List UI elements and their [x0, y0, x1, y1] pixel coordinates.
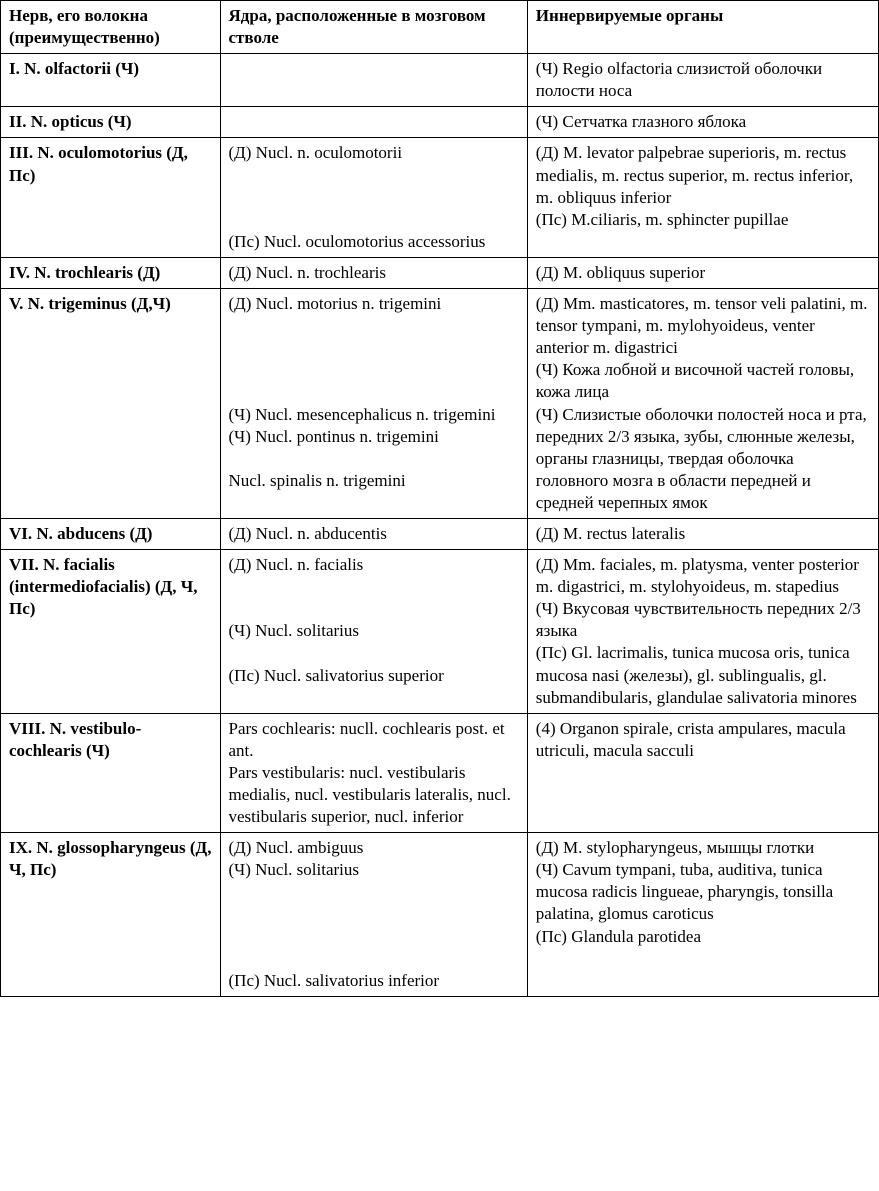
header-nerve: Нерв, его волокна (преимущественно): [1, 1, 221, 54]
cell-nuclei: (Д) Nucl. motorius n. trigemini(Ч) Nucl.…: [220, 289, 527, 519]
table-row: I. N. olfactorii (Ч) (Ч) Regio olfactoria…: [1, 54, 879, 107]
table-row: II. N. opticus (Ч) (Ч) Сетчатка глазного …: [1, 107, 879, 138]
cell-nuclei: (Д) Nucl. n. abducentis: [220, 518, 527, 549]
cell-nerve: VII. N. facialis (intermediofacialis) (Д…: [1, 550, 221, 714]
cell-nuclei: Pars cochlearis: nucll. cochlearis post.…: [220, 713, 527, 832]
cell-nerve: VIII. N. vestibulo-cochlearis (Ч): [1, 713, 221, 832]
cell-nerve: IX. N. glossopharyngeus (Д, Ч, Пс): [1, 833, 221, 997]
cell-nerve: VI. N. abducens (Д): [1, 518, 221, 549]
cell-nuclei: (Д) Nucl. n. trochlearis: [220, 257, 527, 288]
header-nuclei: Ядра, расположенные в мозговом стволе: [220, 1, 527, 54]
cell-organs: (4) Organon spirale, crista ampulares, m…: [527, 713, 878, 832]
cell-organs: (Д) M. levator palpebrae superioris, m. …: [527, 138, 878, 257]
cell-nuclei: [220, 54, 527, 107]
cell-organs: (Д) M. stylopharyngeus, мышцы глотки(Ч) …: [527, 833, 878, 997]
table-row: IX. N. glossopharyngeus (Д, Ч, Пс)(Д) Nu…: [1, 833, 879, 997]
table-row: V. N. trigeminus (Д,Ч)(Д) Nucl. motorius…: [1, 289, 879, 519]
cell-nerve: V. N. trigeminus (Д,Ч): [1, 289, 221, 519]
cell-organs: (Д) M. obliquus superior: [527, 257, 878, 288]
table-row: IV. N. trochlearis (Д)(Д) Nucl. n. troch…: [1, 257, 879, 288]
cell-nerve: II. N. opticus (Ч): [1, 107, 221, 138]
cell-organs: (Ч) Сетчатка глазного яблока: [527, 107, 878, 138]
cell-organs: (Д) M. rectus lateralis: [527, 518, 878, 549]
header-organs: Иннервируемые органы: [527, 1, 878, 54]
table-body: I. N. olfactorii (Ч) (Ч) Regio olfactoria…: [1, 54, 879, 997]
cell-nuclei: (Д) Nucl. n. oculomotorii(Пс) Nucl. ocul…: [220, 138, 527, 257]
table-row: III. N. oculomotorius (Д, Пс)(Д) Nucl. n…: [1, 138, 879, 257]
cell-organs: (Ч) Regio olfactoria слизистой оболочки …: [527, 54, 878, 107]
table-header-row: Нерв, его волокна (преимущественно) Ядра…: [1, 1, 879, 54]
cranial-nerves-table: Нерв, его волокна (преимущественно) Ядра…: [0, 0, 879, 997]
cell-nuclei: (Д) Nucl. ambiguus(Ч) Nucl. solitarius(П…: [220, 833, 527, 997]
cell-nerve: IV. N. trochlearis (Д): [1, 257, 221, 288]
cell-nuclei: (Д) Nucl. n. facialis(Ч) Nucl. solitariu…: [220, 550, 527, 714]
cell-nerve: I. N. olfactorii (Ч): [1, 54, 221, 107]
table-row: VIII. N. vestibulo-cochlearis (Ч)Pars co…: [1, 713, 879, 832]
cell-nerve: III. N. oculomotorius (Д, Пс): [1, 138, 221, 257]
table-row: VI. N. abducens (Д)(Д) Nucl. n. abducent…: [1, 518, 879, 549]
cell-nuclei: [220, 107, 527, 138]
table-row: VII. N. facialis (intermediofacialis) (Д…: [1, 550, 879, 714]
cell-organs: (Д) Mm. faciales, m. platysma, venter po…: [527, 550, 878, 714]
cell-organs: (Д) Mm. masticatores, m. tensor veli pal…: [527, 289, 878, 519]
